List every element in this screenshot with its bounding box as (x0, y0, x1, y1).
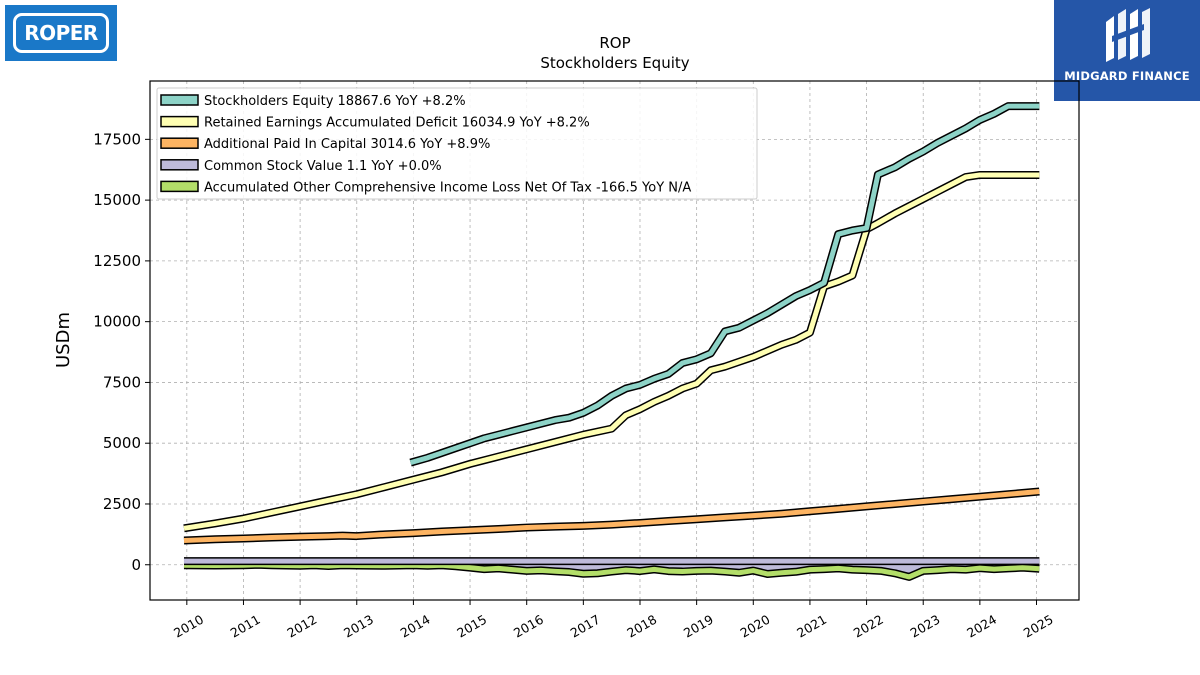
series-line-2 (183, 488, 1040, 543)
x-tick-label: 2025 (1021, 612, 1056, 641)
y-tick-label: 7500 (103, 373, 141, 391)
legend-entry: Additional Paid In Capital 3014.6 YoY +8… (204, 137, 490, 152)
legend-entry: Common Stock Value 1.1 YoY +0.0% (204, 159, 442, 174)
midgard-emblem-icon (1106, 8, 1150, 62)
roper-logo-frame (13, 13, 109, 53)
legend-swatch (160, 115, 199, 128)
plot-frame (149, 80, 1080, 601)
y-tick-label: 12500 (93, 252, 141, 270)
x-tick-label: 2018 (624, 612, 659, 641)
y-tick-label: 10000 (93, 313, 141, 331)
x-tick-label: 2019 (681, 612, 716, 641)
series-outline-2 (183, 487, 1040, 545)
roper-logo: ROPER (5, 5, 117, 61)
x-axis-ticks: 2010 2011 2012 2013 2014 2015 2016 2017 2018 2019… (171, 600, 1056, 641)
x-tick-label: 2021 (794, 612, 829, 641)
y-tick-label: 2500 (103, 495, 141, 513)
y-tick-label: 17500 (93, 130, 141, 148)
x-tick-label: 2016 (511, 612, 546, 641)
x-tick-label: 2017 (568, 612, 603, 641)
series-line-0 (409, 103, 1040, 466)
series-line-4 (183, 562, 1040, 580)
legend-entry: Accumulated Other Comprehensive Income L… (204, 180, 691, 195)
series-line-1 (183, 172, 1040, 531)
x-tick-label: 2024 (964, 612, 999, 641)
y-axis-label: USDm (53, 312, 74, 368)
chart-subtitle: Stockholders Equity (540, 54, 689, 72)
legend-swatch (160, 137, 199, 149)
x-tick-label: 2020 (738, 612, 773, 641)
y-axis-ticks: 0 2500 5000 7500 10000 12500 15000 17500 (93, 130, 150, 574)
x-tick-label: 2015 (454, 612, 489, 641)
legend-entry: Stockholders Equity 18867.6 YoY +8.2% (204, 94, 466, 109)
chart-title: ROP (599, 34, 630, 52)
series-layer (183, 102, 1040, 581)
legend: Stockholders Equity 18867.6 YoY +8.2% Ret… (156, 87, 758, 200)
legend-box (156, 87, 758, 200)
x-tick-label: 2010 (171, 612, 206, 641)
legend-entry: Retained Earnings Accumulated Deficit 16… (204, 116, 590, 131)
midgard-logo-text: MIDGARD FINANCE (1064, 69, 1190, 83)
legend-swatch (160, 94, 199, 106)
legend-swatch (160, 180, 199, 193)
y-tick-label: 5000 (103, 434, 141, 452)
x-tick-label: 2022 (851, 612, 886, 641)
y-tick-label: 15000 (93, 191, 141, 209)
roper-logo-text: ROPER (24, 21, 98, 45)
x-tick-label: 2012 (284, 612, 319, 641)
x-tick-label: 2011 (228, 612, 263, 641)
y-tick-label: 0 (131, 556, 141, 574)
legend-swatch (160, 159, 199, 171)
series-outline-1 (183, 170, 1040, 533)
x-tick-label: 2014 (398, 612, 433, 641)
x-tick-label: 2013 (341, 612, 376, 641)
midgard-finance-logo: MIDGARD FINANCE (1054, 0, 1200, 101)
x-tick-label: 2023 (907, 612, 942, 641)
